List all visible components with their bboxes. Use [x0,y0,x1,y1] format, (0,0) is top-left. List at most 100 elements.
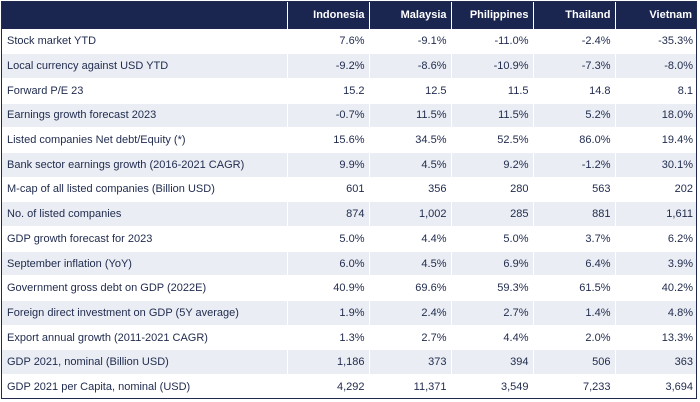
cell-malaysia: 34.5% [369,127,452,153]
cell-philippines: 394 [451,349,534,375]
cell-indonesia: 40.9% [287,275,370,301]
cell-thailand: 506 [533,349,616,375]
cell-thailand: 881 [533,201,616,227]
header-philippines: Philippines [451,2,534,29]
row-label: Foreign direct investment on GDP (5Y ave… [2,300,288,326]
cell-vietnam: 19.4% [615,127,696,153]
cell-malaysia: 69.6% [369,275,452,301]
header-vietnam: Vietnam [615,2,696,29]
cell-thailand: -1.2% [533,151,616,178]
cell-indonesia: 15.2 [287,77,370,104]
cell-malaysia: 12.5 [369,77,452,104]
cell-indonesia: 7.6% [287,28,370,54]
header-blank [2,2,288,29]
table-row: Bank sector earnings growth (2016-2021 C… [2,151,696,178]
cell-vietnam: 40.2% [615,275,696,301]
header-row: Indonesia Malaysia Philippines Thailand … [2,2,696,29]
table-row: Export annual growth (2011-2021 CAGR) 1.3… [2,324,696,350]
cell-thailand: 3.7% [533,226,616,252]
cell-malaysia: 4.5% [369,151,452,178]
cell-thailand: 2.0% [533,324,616,350]
cell-indonesia: 15.6% [287,127,370,153]
country-comparison-table: Indonesia Malaysia Philippines Thailand … [2,2,696,398]
cell-philippines: 11.5 [451,77,534,104]
table-row: GDP growth forecast for 2023 5.0% 4.4% 5.0%… [2,226,696,252]
row-label: Government gross debt on GDP (2022E) [2,275,288,301]
cell-malaysia: 373 [369,349,452,375]
cell-malaysia: 2.4% [369,300,452,326]
cell-malaysia: 356 [369,176,452,202]
cell-thailand: 5.2% [533,102,616,128]
cell-vietnam: 4.8% [615,300,696,326]
table-row: Local currency against USD YTD -9.2% -8.6%… [2,53,696,79]
table-row: GDP 2021 per Capita, nominal (USD) 4,292 1… [2,374,696,398]
cell-philippines: 9.2% [451,151,534,178]
cell-philippines: 285 [451,201,534,227]
cell-vietnam: 202 [615,176,696,202]
cell-indonesia: 1.9% [287,300,370,326]
row-label: Stock market YTD [2,28,288,54]
cell-vietnam: 8.1 [615,77,696,104]
header-indonesia: Indonesia [287,2,370,29]
row-label: No. of listed companies [2,201,288,227]
cell-philippines: 5.0% [451,226,534,252]
row-label: Forward P/E 23 [2,77,288,104]
cell-indonesia: 1,186 [287,349,370,375]
row-label: Listed companies Net debt/Equity (*) [2,127,288,153]
cell-malaysia: -9.1% [369,28,452,54]
cell-indonesia: 5.0% [287,226,370,252]
table-row: GDP 2021, nominal (Billion USD) 1,186 373 3… [2,349,696,375]
cell-vietnam: 30.1% [615,151,696,178]
cell-indonesia: -0.7% [287,102,370,128]
cell-thailand: 6.4% [533,250,616,276]
row-label: Bank sector earnings growth (2016-2021 C… [2,151,288,178]
cell-vietnam: -35.3% [615,28,696,54]
cell-indonesia: 6.0% [287,250,370,276]
table-row: Listed companies Net debt/Equity (*) 15.6… [2,127,696,153]
table-row: Stock market YTD 7.6% -9.1% -11.0% -2.4% -35.… [2,28,696,54]
cell-philippines: 2.7% [451,300,534,326]
cell-philippines: 6.9% [451,250,534,276]
row-label: GDP 2021 per Capita, nominal (USD) [2,374,288,398]
cell-indonesia: 601 [287,176,370,202]
cell-thailand: 563 [533,176,616,202]
cell-vietnam: 18.0% [615,102,696,128]
cell-philippines: 3,549 [451,374,534,398]
cell-vietnam: 13.3% [615,324,696,350]
header-thailand: Thailand [533,2,616,29]
table-row: Forward P/E 23 15.2 12.5 11.5 14.8 8.1 [2,77,696,104]
cell-thailand: -7.3% [533,53,616,79]
cell-philippines: 11.5% [451,102,534,128]
cell-thailand: -2.4% [533,28,616,54]
row-label: Export annual growth (2011-2021 CAGR) [2,324,288,350]
cell-philippines: 52.5% [451,127,534,153]
cell-malaysia: 11,371 [369,374,452,398]
cell-indonesia: 874 [287,201,370,227]
cell-philippines: 59.3% [451,275,534,301]
cell-indonesia: -9.2% [287,53,370,79]
table-row: No. of listed companies 874 1,002 285 881 1,6… [2,201,696,227]
cell-malaysia: 1,002 [369,201,452,227]
cell-thailand: 86.0% [533,127,616,153]
row-label: M-cap of all listed companies (Billion U… [2,176,288,202]
cell-philippines: -10.9% [451,53,534,79]
table-row: Foreign direct investment on GDP (5Y ave… [2,300,696,326]
cell-thailand: 7,233 [533,374,616,398]
cell-indonesia: 9.9% [287,151,370,178]
cell-malaysia: 4.4% [369,226,452,252]
cell-malaysia: 2.7% [369,324,452,350]
table-row: Government gross debt on GDP (2022E) 40.9… [2,275,696,301]
row-label: GDP 2021, nominal (Billion USD) [2,349,288,375]
row-label: Earnings growth forecast 2023 [2,102,288,128]
row-label: September inflation (YoY) [2,250,288,276]
cell-vietnam: 363 [615,349,696,375]
cell-vietnam: -8.0% [615,53,696,79]
cell-philippines: -11.0% [451,28,534,54]
cell-thailand: 1.4% [533,300,616,326]
cell-indonesia: 4,292 [287,374,370,398]
table-row: September inflation (YoY) 6.0% 4.5% 6.9% 6.4… [2,250,696,276]
header-malaysia: Malaysia [369,2,452,29]
cell-malaysia: -8.6% [369,53,452,79]
cell-malaysia: 11.5% [369,102,452,128]
